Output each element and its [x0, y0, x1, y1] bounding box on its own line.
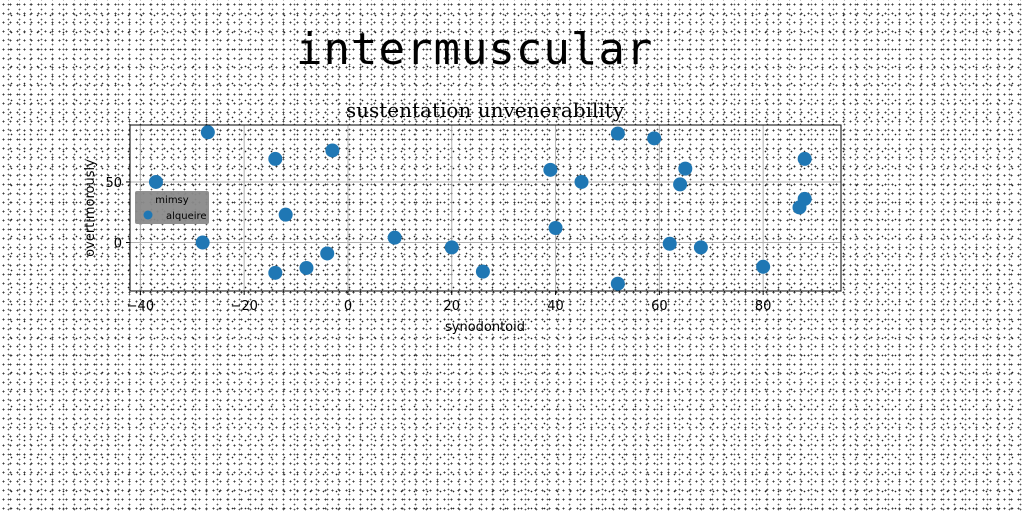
data-point [797, 191, 812, 206]
legend-box [135, 191, 209, 224]
data-point [278, 207, 293, 222]
data-point [797, 151, 812, 166]
legend-title: mimsy [155, 195, 188, 206]
data-point [325, 143, 340, 158]
data-point [195, 235, 210, 250]
data-point [444, 240, 459, 255]
y-tick-label: 0 [114, 237, 122, 252]
x-tick-label: −40 [127, 299, 154, 314]
legend-entry-label: alqueire [166, 211, 207, 222]
data-points [148, 125, 812, 291]
data-point [148, 174, 163, 189]
data-point [678, 161, 693, 176]
chart-title: sustentation unvenerability [346, 98, 625, 122]
plot-area-frame [129, 124, 842, 292]
legend: mimsy alqueire [135, 191, 209, 224]
data-point [610, 126, 625, 141]
data-point [268, 151, 283, 166]
x-tick-label: 20 [443, 299, 460, 314]
x-tick-label: 80 [755, 299, 772, 314]
x-tick-label: 0 [344, 299, 352, 314]
data-point [475, 264, 490, 279]
x-tick-label: 40 [547, 299, 564, 314]
data-point [574, 174, 589, 189]
data-point [610, 276, 625, 291]
data-point [647, 131, 662, 146]
data-point [693, 240, 708, 255]
data-point [756, 259, 771, 274]
data-point [387, 230, 402, 245]
legend-marker [143, 210, 153, 220]
y-axis-label: overtimorously [83, 159, 98, 257]
data-point [662, 236, 677, 251]
x-axis-label: synodontoid [445, 320, 525, 335]
x-tick-label: −20 [230, 299, 257, 314]
data-point [268, 265, 283, 280]
data-point [548, 220, 563, 235]
axis-ticks: −40 −20 0 20 40 60 80 0 50 [105, 176, 771, 314]
x-tick-label: 60 [651, 299, 668, 314]
data-point [673, 177, 688, 192]
y-tick-label: 50 [105, 176, 122, 191]
data-point [299, 260, 314, 275]
data-point [200, 125, 215, 140]
figure-suptitle: intermuscular [296, 24, 654, 75]
data-point [320, 246, 335, 261]
data-point [543, 162, 558, 177]
